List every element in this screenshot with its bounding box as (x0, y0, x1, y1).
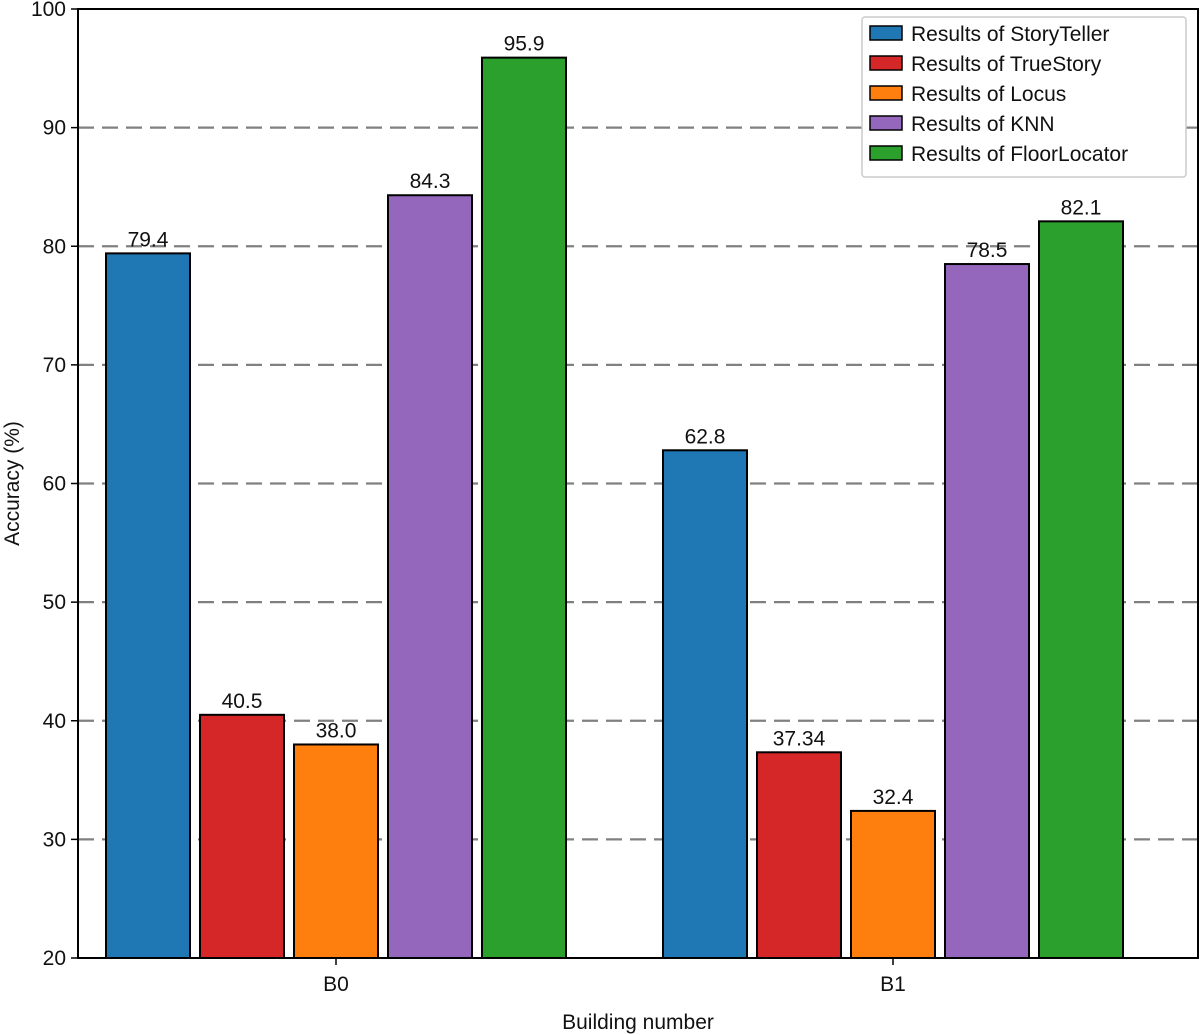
bar-value-label: 40.5 (222, 690, 263, 713)
bar-value-label: 37.34 (773, 727, 826, 750)
bar-value-label: 62.8 (685, 425, 726, 448)
bar-b0-series-4 (481, 56, 567, 960)
y-tick-label: 80 (43, 235, 66, 258)
y-tick-label: 70 (43, 354, 66, 377)
bar-value-label: 82.1 (1061, 196, 1102, 219)
x-tick-label: B0 (323, 973, 349, 996)
y-tick-label: 40 (43, 710, 66, 733)
bar-b1-series-4 (1038, 220, 1124, 959)
x-axis-ticks: B0 B1 (323, 958, 906, 996)
legend-swatch (869, 55, 903, 71)
legend-entry-label: Results of StoryTeller (911, 23, 1109, 46)
y-tick-label: 60 (43, 473, 66, 496)
data-labels: 79.4 40.5 38.0 84.3 95.9 62.8 37.34 32.4 78.5 82.… (128, 33, 1102, 809)
y-axis-label: Accuracy (%) (1, 421, 24, 546)
legend-entry-label: Results of TrueStory (911, 53, 1102, 76)
legend-swatch (869, 85, 903, 101)
y-tick-label: 30 (43, 828, 66, 851)
legend-entry-label: Results of FloorLocator (911, 143, 1128, 166)
legend-entry-label: Results of Locus (911, 83, 1066, 106)
bar-value-label: 79.4 (128, 228, 169, 251)
y-tick-label: 50 (43, 591, 66, 614)
y-tick-label: 20 (43, 947, 66, 970)
x-axis-label: Building number (562, 1011, 714, 1034)
legend-swatch (869, 25, 903, 41)
legend-entry-label: Results of KNN (911, 113, 1055, 136)
bar-b0-series-1 (199, 713, 285, 959)
bar-value-label: 32.4 (873, 786, 914, 809)
bar-b1-series-3 (944, 263, 1030, 959)
bar-value-label: 95.9 (504, 33, 545, 56)
legend: Results of StoryTeller Results of TrueSto… (861, 16, 1187, 178)
legend-swatch (869, 145, 903, 161)
y-tick-label: 100 (31, 0, 66, 21)
bar-value-label: 78.5 (967, 239, 1008, 262)
bar-b1-series-0 (662, 449, 748, 959)
grid-lines (78, 126, 1198, 841)
y-axis-ticks: 20 30 40 50 60 70 80 90 100 (31, 0, 78, 970)
bar-b0-series-0 (105, 252, 191, 959)
x-tick-label: B1 (880, 973, 906, 996)
legend-swatch (869, 115, 903, 131)
legend-box (861, 16, 1187, 178)
bar-b0-series-2 (293, 743, 379, 959)
y-tick-label: 90 (43, 117, 66, 140)
bars (105, 56, 1124, 960)
bar-value-label: 38.0 (316, 719, 357, 742)
bar-b1-series-1 (756, 751, 842, 960)
bar-b1-series-2 (850, 809, 936, 960)
bar-b0-series-3 (387, 194, 473, 959)
bar-value-label: 84.3 (410, 170, 451, 193)
